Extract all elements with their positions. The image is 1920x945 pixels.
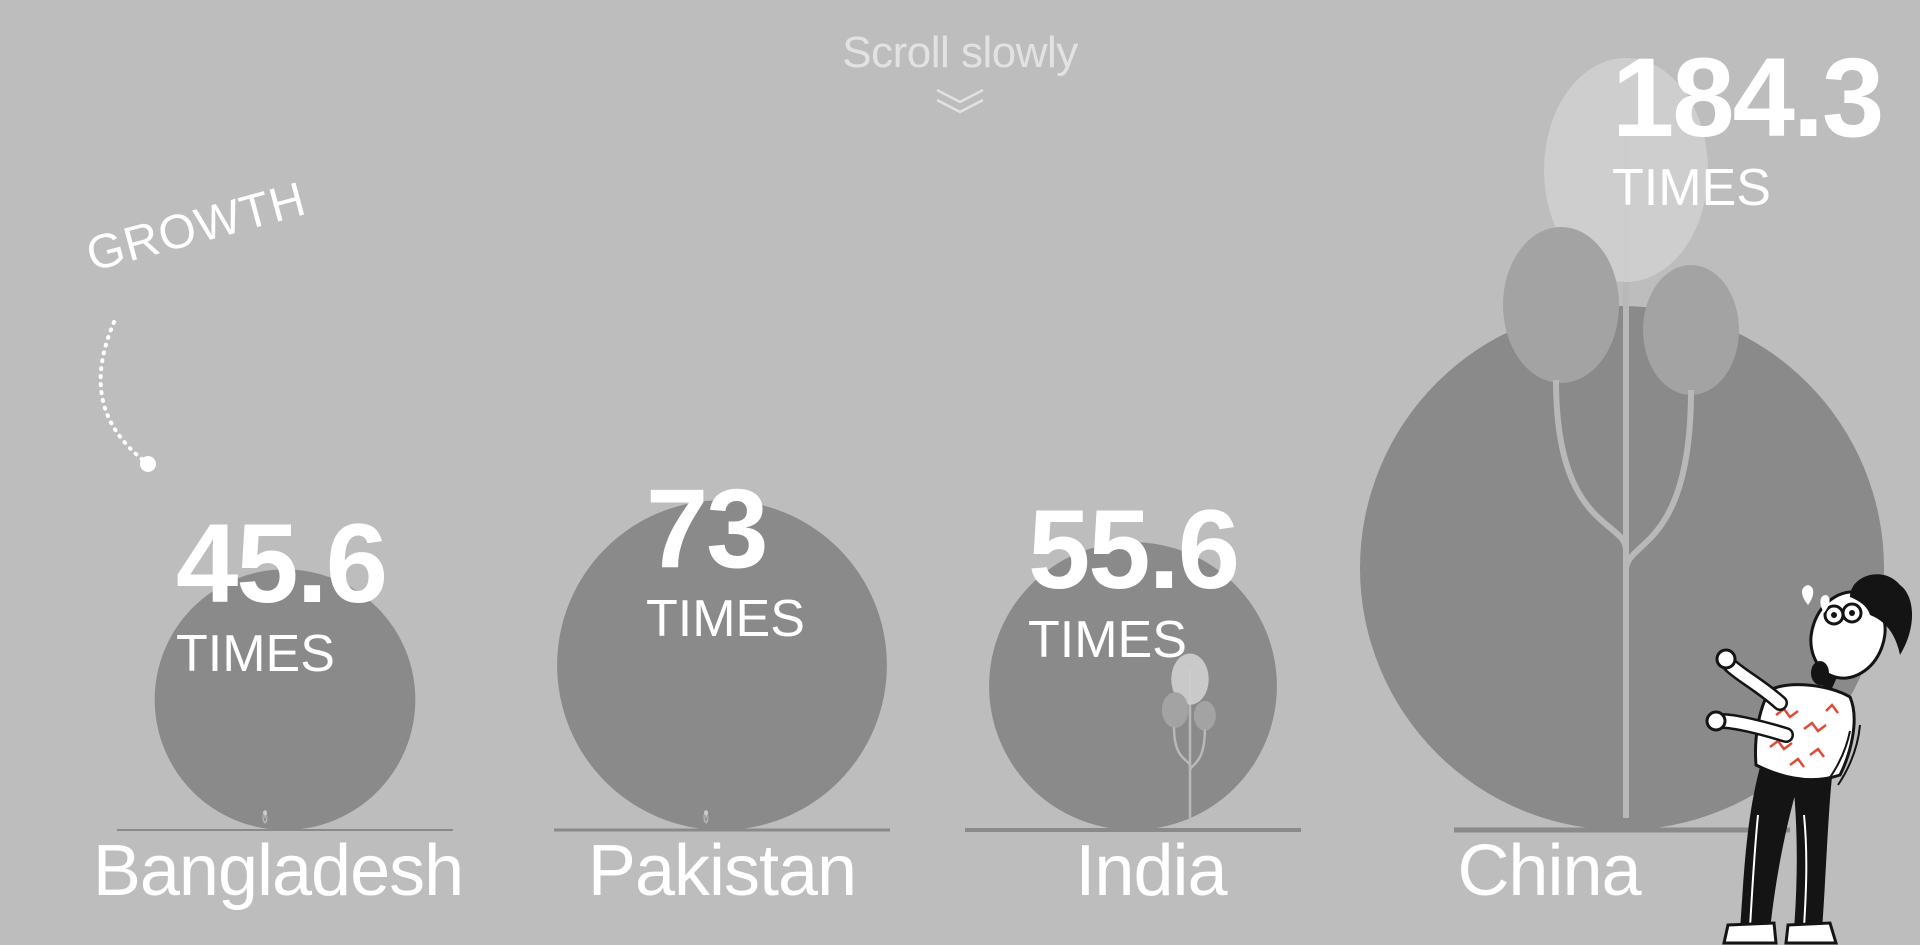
growth-dotted-connector: [98, 320, 156, 472]
unit-label-bangladesh: TIMES: [176, 624, 335, 683]
data-label-pakistan: 73: [646, 466, 769, 592]
unit-label-pakistan: TIMES: [646, 590, 805, 649]
data-label-china: 184.3: [1612, 35, 1884, 160]
tree-icon: [1161, 653, 1216, 818]
growth-stat-india: 55.6 TIMES: [1028, 487, 1240, 670]
category-label-bangladesh: Bangladesh: [92, 831, 464, 911]
bubble-pakistan: [557, 500, 887, 830]
data-label-india: 55.6: [1028, 487, 1240, 613]
bubble-bangladesh: [154, 569, 416, 830]
growth-stat-china: 184.3 TIMES: [1612, 35, 1884, 217]
double-chevron-down-icon[interactable]: [935, 86, 985, 118]
growth-stat-pakistan: 73 TIMES: [646, 466, 805, 649]
bubble-china: [1360, 306, 1884, 830]
bubble-india: [989, 542, 1277, 830]
category-label-india: India: [1075, 831, 1227, 911]
tree-icon: [1503, 58, 1739, 818]
category-label-china: China: [1457, 831, 1641, 911]
tree-icon: [702, 810, 709, 824]
category-label-pakistan: Pakistan: [587, 831, 857, 911]
unit-label-china: TIMES: [1612, 159, 1771, 217]
data-label-bangladesh: 45.6: [176, 500, 388, 626]
growth-stat-bangladesh: 45.6 TIMES: [176, 500, 388, 683]
tree-icon: [261, 810, 268, 824]
surprised-person-illustration: [1705, 574, 1913, 945]
unit-label-india: TIMES: [1028, 611, 1187, 670]
scroll-hint: Scroll slowly: [842, 28, 1078, 77]
